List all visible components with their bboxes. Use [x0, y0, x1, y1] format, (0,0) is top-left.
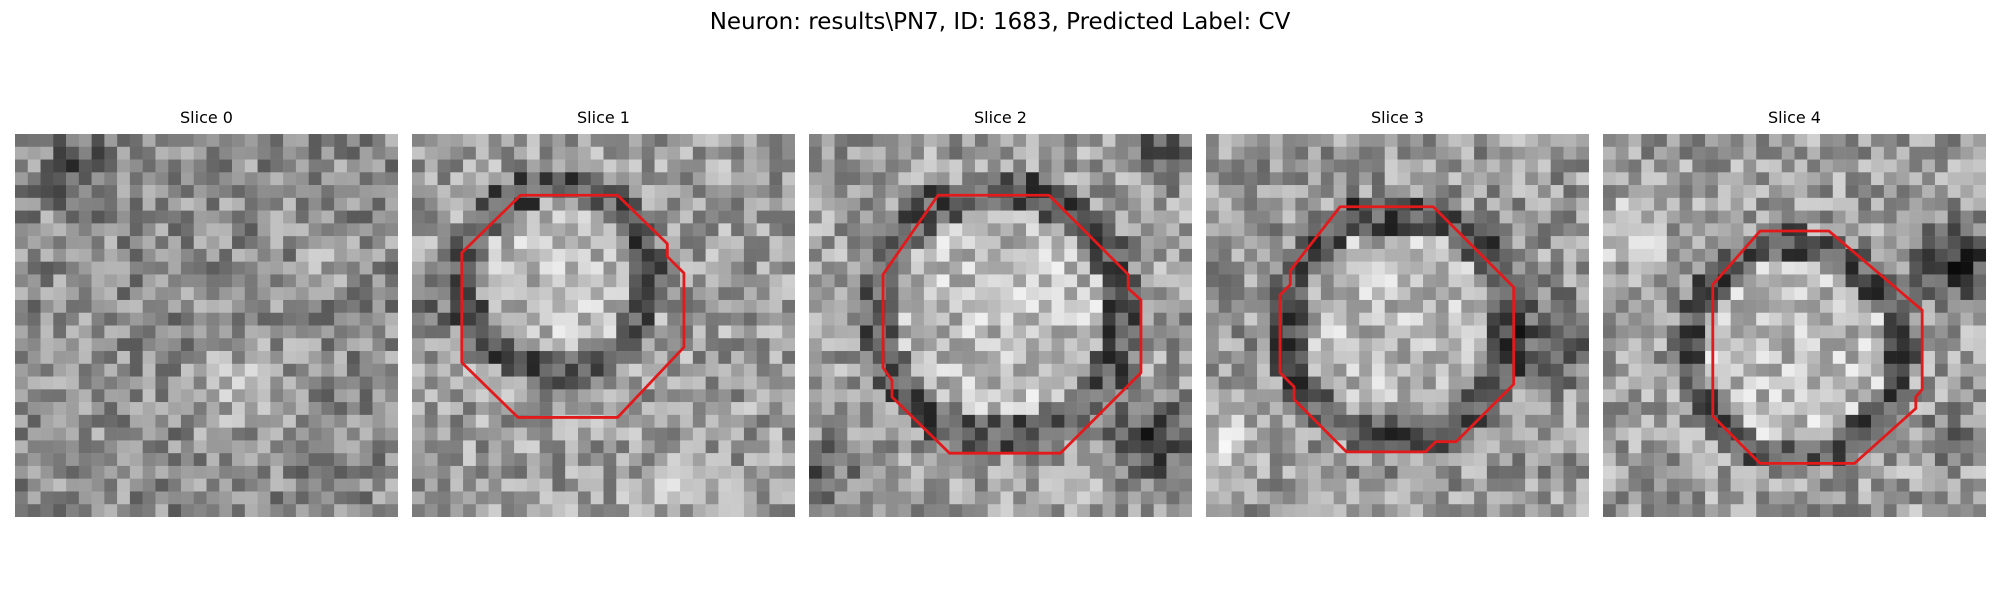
roi-contour: [881, 193, 1143, 455]
roi-contour: [1278, 205, 1516, 454]
slice-panel-2: Slice 2: [809, 108, 1192, 528]
slice-image: [809, 134, 1192, 517]
slice-image: [15, 134, 398, 517]
slice-panel-4: Slice 4: [1603, 108, 1986, 528]
slice-title: Slice 2: [974, 108, 1027, 127]
slice-title: Slice 0: [180, 108, 233, 127]
slice-title: Slice 3: [1371, 108, 1424, 127]
slice-panel-0: Slice 0: [15, 108, 398, 528]
slice-panel-3: Slice 3: [1206, 108, 1589, 528]
slice-image: [1603, 134, 1986, 517]
slice-title: Slice 1: [577, 108, 630, 127]
figure-title: Neuron: results\PN7, ID: 1683, Predicted…: [709, 9, 1291, 35]
roi-contour: [1711, 229, 1924, 465]
slice-image: [412, 134, 795, 517]
slice-panel-1: Slice 1: [412, 108, 795, 528]
roi-contour: [460, 193, 686, 419]
slice-image: [1206, 134, 1589, 517]
slice-title: Slice 4: [1768, 108, 1821, 127]
